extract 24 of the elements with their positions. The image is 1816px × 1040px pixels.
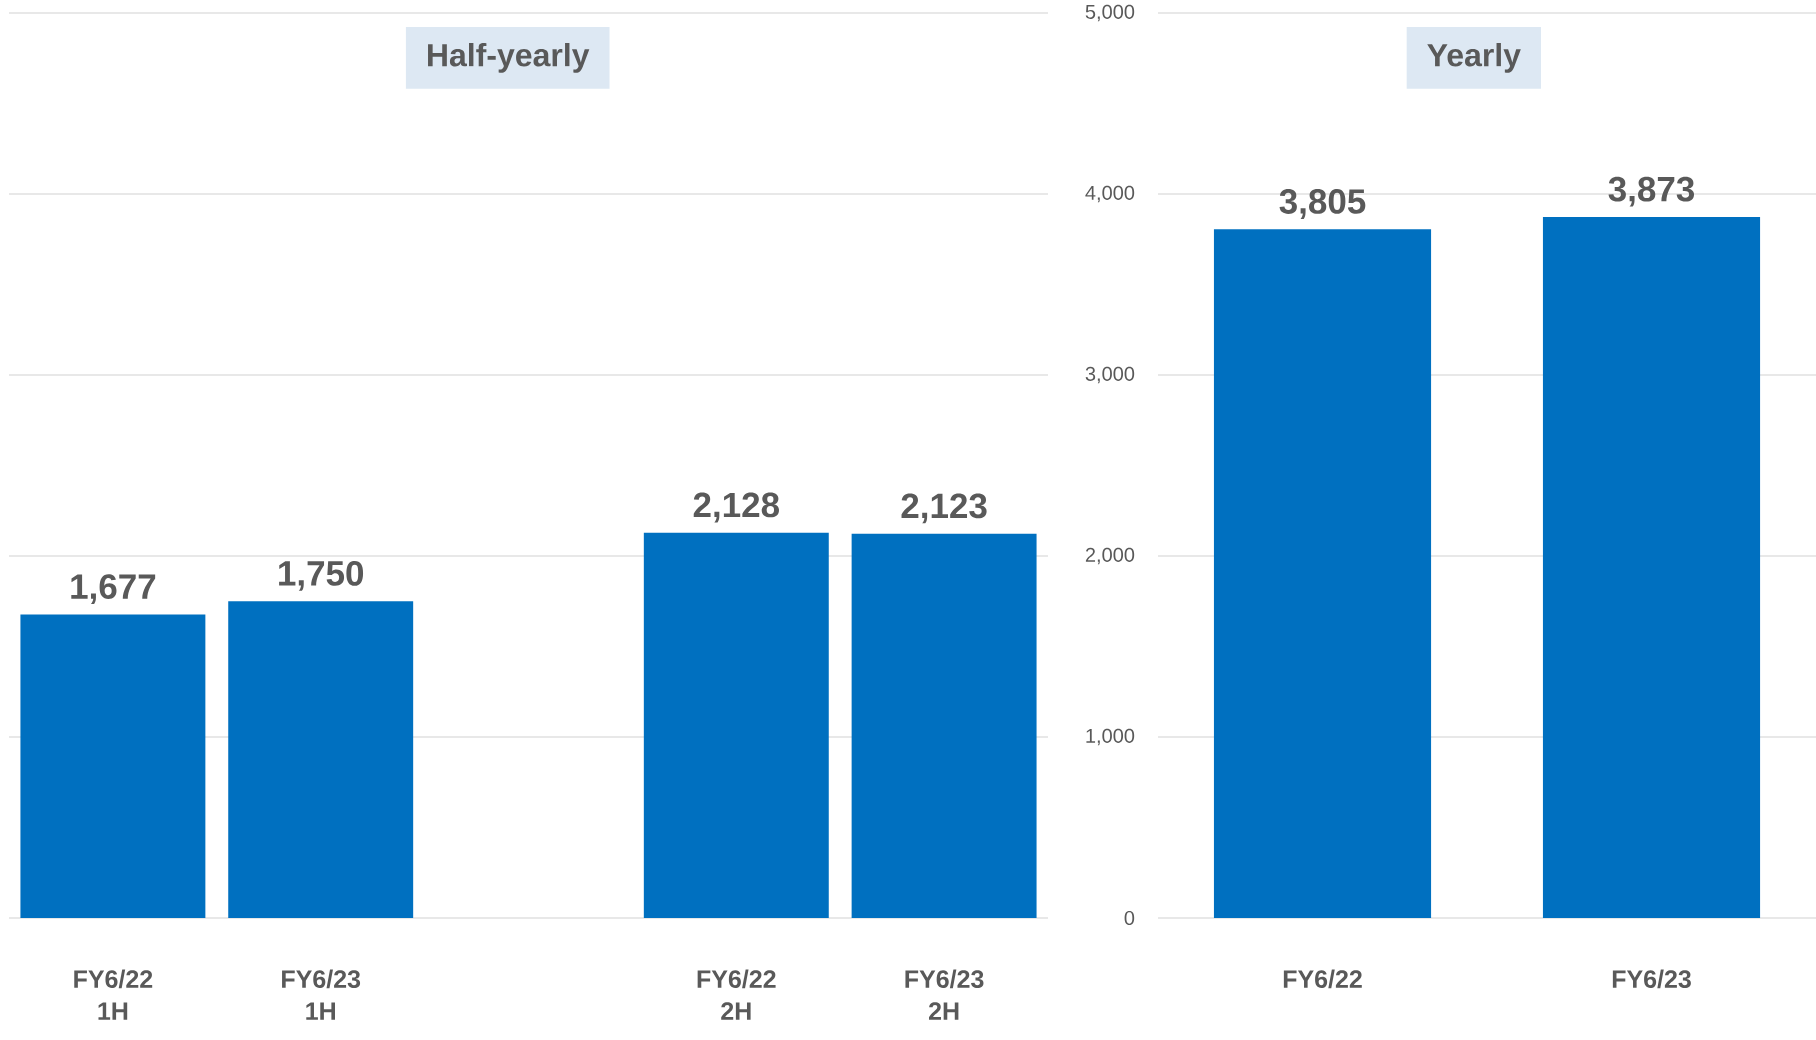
data-label: 3,873	[1608, 176, 1695, 207]
y-tick-label: 0	[1124, 910, 1135, 926]
x-tick-label: FY6/22 1H	[74, 969, 153, 1020]
y-tick-label: 3,000	[1085, 366, 1135, 384]
data-label: 1,677	[71, 574, 156, 605]
x-tick-label: FY6/22 2H	[697, 969, 776, 1020]
data-label: 2,128	[693, 492, 779, 523]
bar	[643, 532, 829, 918]
bar	[851, 533, 1037, 918]
text: Half-yearly	[428, 42, 590, 73]
data-label: 3,805	[1279, 189, 1366, 219]
y-tick-label: 1,000	[1086, 728, 1135, 746]
bar	[20, 614, 206, 918]
x-tick-label: FY6/22	[1283, 969, 1362, 989]
y-tick-label: 5,000	[1085, 4, 1135, 22]
text: Yearly	[1427, 42, 1521, 73]
data-label: 2,123	[901, 493, 987, 524]
bar	[228, 601, 414, 918]
y-tick-label: 2,000	[1085, 547, 1135, 565]
y-tick-label: 4,000	[1085, 185, 1135, 203]
data-label: 1,750	[279, 561, 364, 591]
x-tick-label: FY6/23	[1612, 969, 1691, 989]
x-tick-label: FY6/23 1H	[282, 969, 361, 1020]
x-tick-label: FY6/23 2H	[905, 969, 984, 1020]
